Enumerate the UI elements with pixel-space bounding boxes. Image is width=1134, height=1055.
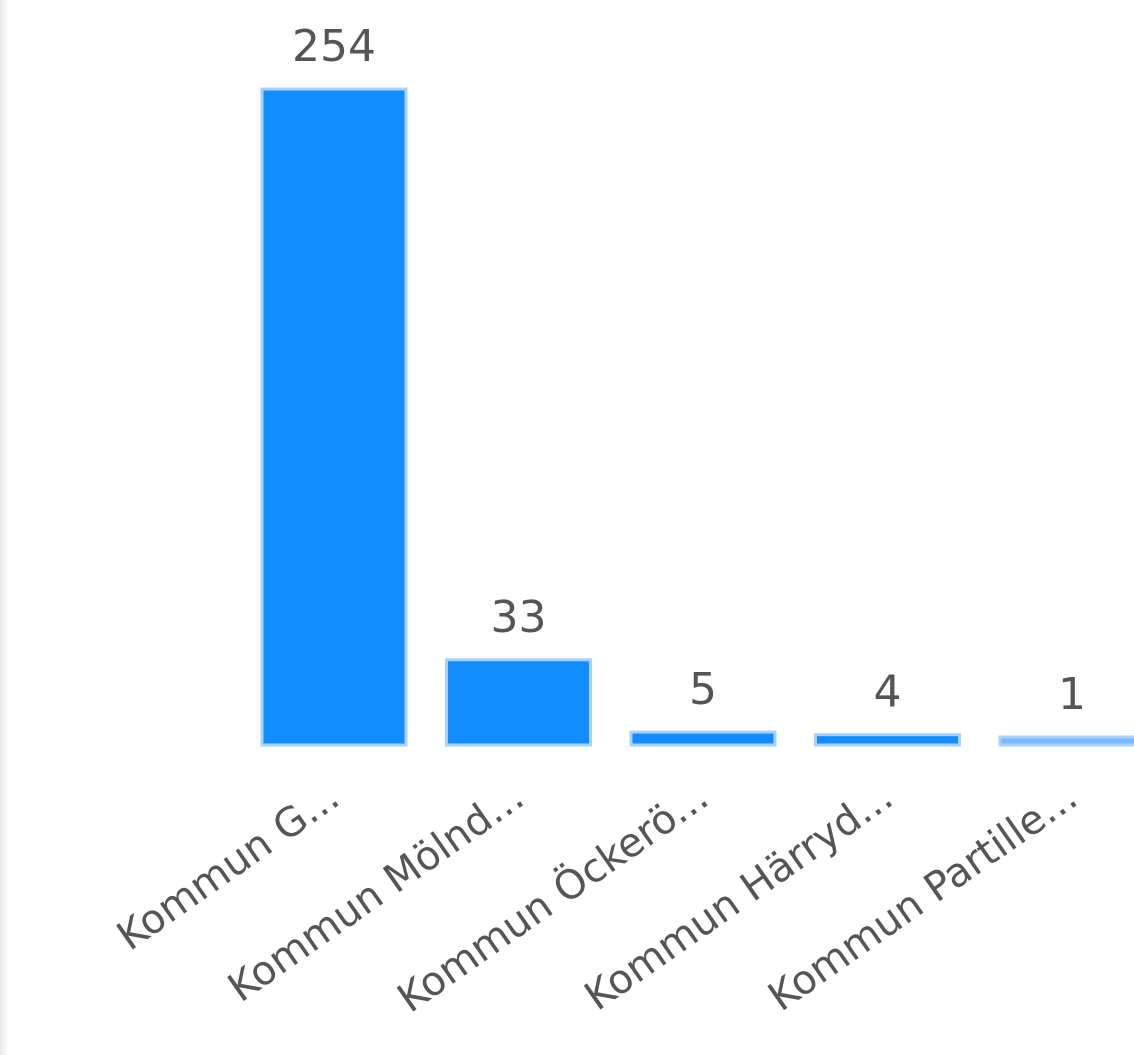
category-label-4: Kommun Partille... bbox=[760, 774, 1085, 1021]
category-labels-group: Kommun G...Kommun Mölnd...Kommun Öckerö.… bbox=[109, 772, 1086, 1022]
data-labels-group: 254 33 5 4 1 bbox=[292, 21, 1086, 720]
bar-4[interactable] bbox=[998, 735, 1134, 747]
bar-0[interactable] bbox=[260, 87, 408, 747]
data-label-2: 5 bbox=[689, 664, 717, 715]
category-label-3: Kommun Härryd... bbox=[577, 774, 902, 1020]
bar-3[interactable] bbox=[814, 733, 961, 747]
category-label-1: Kommun Mölnd... bbox=[220, 774, 532, 1012]
panel-left-edge bbox=[0, 0, 8, 1055]
bars-group bbox=[260, 87, 1134, 747]
bar-1[interactable] bbox=[445, 658, 592, 747]
data-label-3: 4 bbox=[874, 667, 902, 718]
bar-2[interactable] bbox=[629, 730, 777, 747]
data-label-0: 254 bbox=[292, 21, 376, 72]
data-label-4: 1 bbox=[1058, 669, 1086, 720]
category-label-2: Kommun Öckerö... bbox=[388, 772, 716, 1022]
data-label-1: 33 bbox=[491, 592, 547, 643]
